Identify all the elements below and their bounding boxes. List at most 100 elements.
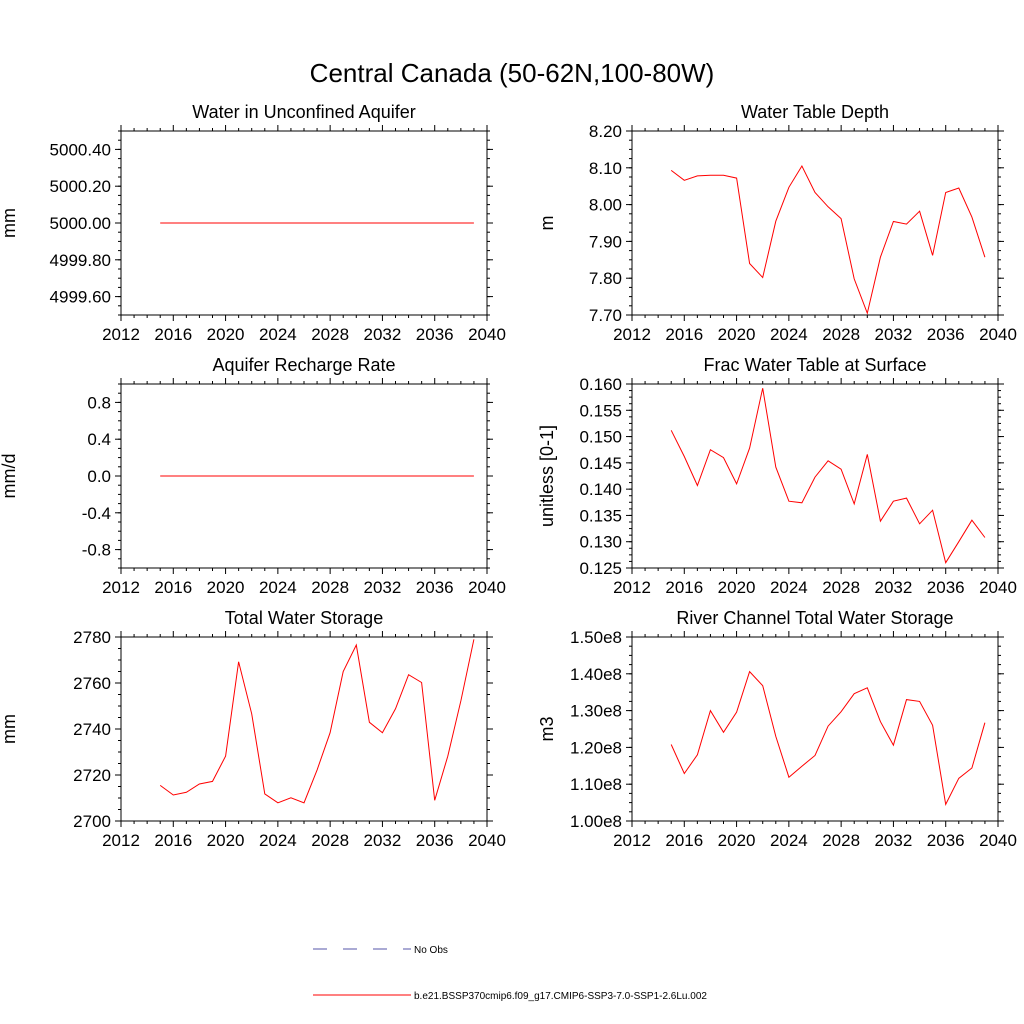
x-tick-label: 2024 (259, 578, 297, 597)
legend: No Obs b.e21.BSSP370cmip6.f09_g17.CMIP6-… (313, 945, 707, 1002)
x-tick-label: 2024 (770, 831, 808, 850)
y-tick-label: 0.0 (87, 467, 111, 486)
series-line (159, 639, 475, 804)
y-tick-label: 1.40e8 (570, 665, 622, 684)
x-tick-label: 2016 (665, 831, 703, 850)
x-tick-label: 2040 (979, 578, 1017, 597)
y-tick-label: 8.20 (589, 122, 622, 141)
chart-title: Aquifer Recharge Rate (212, 355, 395, 375)
y-tick-label: 1.30e8 (570, 702, 622, 721)
x-tick-label: 2012 (613, 325, 651, 344)
y-tick-label: 5000.40 (50, 140, 111, 159)
x-tick-label: 2032 (364, 831, 402, 850)
y-axis-label: mm (0, 714, 19, 744)
x-tick-label: 2020 (718, 325, 756, 344)
y-tick-label: 2700 (73, 812, 111, 831)
y-tick-label: 2740 (73, 720, 111, 739)
y-tick-label: 2760 (73, 674, 111, 693)
x-tick-label: 2028 (822, 578, 860, 597)
plot-frame (631, 636, 999, 822)
chart-title: Water Table Depth (741, 102, 889, 122)
x-tick-label: 2036 (416, 578, 454, 597)
x-tick-label: 2036 (927, 325, 965, 344)
x-tick-label: 2036 (927, 831, 965, 850)
x-tick-label: 2040 (468, 325, 506, 344)
series-line (670, 670, 986, 806)
y-tick-label: 1.10e8 (570, 775, 622, 794)
x-tick-label: 2024 (770, 578, 808, 597)
y-tick-label: 4999.80 (50, 251, 111, 270)
x-tick-label: 2016 (154, 325, 192, 344)
x-tick-label: 2036 (416, 831, 454, 850)
x-tick-label: 2028 (311, 325, 349, 344)
plot-frame (631, 383, 999, 569)
x-tick-label: 2040 (468, 578, 506, 597)
y-tick-label: 7.80 (589, 269, 622, 288)
x-tick-label: 2016 (665, 578, 703, 597)
x-tick-label: 2024 (259, 325, 297, 344)
chart-panel-2: Water Table Depth 2012 2016 2020 2024 2028 203… (537, 102, 1017, 344)
y-tick-label: 0.8 (87, 393, 111, 412)
chart-title: River Channel Total Water Storage (676, 608, 953, 628)
x-tick-label: 2028 (311, 578, 349, 597)
y-tick-label: 1.20e8 (570, 738, 622, 757)
x-tick-label: 2016 (154, 831, 192, 850)
legend-model-label: b.e21.BSSP370cmip6.f09_g17.CMIP6-SSP3-7.… (414, 991, 707, 1002)
y-tick-label: 0.145 (579, 454, 622, 473)
x-tick-label: 2016 (154, 578, 192, 597)
x-tick-label: 2012 (102, 831, 140, 850)
x-tick-label: 2016 (665, 325, 703, 344)
y-tick-label: 0.160 (579, 375, 622, 394)
y-tick-label: 0.150 (579, 428, 622, 447)
plot-frame (631, 130, 999, 316)
y-tick-label: 7.90 (589, 232, 622, 251)
series-line (670, 164, 986, 315)
y-axis-label: m3 (537, 716, 557, 741)
x-tick-label: 2036 (416, 325, 454, 344)
chart-panel-6: River Channel Total Water Storage 2012 201… (537, 608, 1017, 850)
y-tick-label: 0.135 (579, 506, 622, 525)
figure-title: Central Canada (50-62N,100-80W) (310, 58, 715, 88)
x-tick-label: 2028 (822, 831, 860, 850)
x-tick-label: 2024 (259, 831, 297, 850)
chart-title: Frac Water Table at Surface (703, 355, 926, 375)
y-tick-label: 0.4 (87, 430, 111, 449)
y-axis-label: mm (0, 208, 19, 238)
chart-panel-5: Total Water Storage 2012 2016 2020 2024 2028 2… (0, 608, 506, 850)
y-tick-label: 0.140 (579, 480, 622, 499)
x-tick-label: 2012 (613, 831, 651, 850)
y-tick-label: 5000.20 (50, 177, 111, 196)
x-tick-label: 2012 (102, 325, 140, 344)
y-axis-label: mm/d (0, 454, 19, 499)
y-tick-label: 2720 (73, 766, 111, 785)
x-tick-label: 2040 (979, 325, 1017, 344)
y-axis-label: m (537, 216, 557, 231)
y-tick-label: 4999.60 (50, 288, 111, 307)
x-tick-label: 2040 (468, 831, 506, 850)
x-tick-label: 2020 (207, 578, 245, 597)
y-tick-label: 8.10 (589, 159, 622, 178)
x-tick-label: 2028 (311, 831, 349, 850)
x-tick-label: 2032 (875, 578, 913, 597)
y-tick-label: 0.125 (579, 559, 622, 578)
plot-frame (120, 636, 488, 822)
y-axis-label: unitless [0-1] (537, 425, 557, 527)
x-tick-label: 2012 (613, 578, 651, 597)
y-tick-label: 1.50e8 (570, 628, 622, 647)
x-tick-label: 2028 (822, 325, 860, 344)
x-tick-label: 2040 (979, 831, 1017, 850)
x-tick-label: 2020 (207, 831, 245, 850)
x-tick-label: 2020 (718, 831, 756, 850)
y-tick-label: -0.8 (82, 541, 111, 560)
x-tick-label: 2032 (875, 325, 913, 344)
y-tick-label: 8.00 (589, 196, 622, 215)
y-tick-label: 5000.00 (50, 214, 111, 233)
x-tick-label: 2020 (718, 578, 756, 597)
x-tick-label: 2032 (875, 831, 913, 850)
x-tick-label: 2036 (927, 578, 965, 597)
legend-obs-label: No Obs (414, 945, 448, 956)
x-tick-label: 2012 (102, 578, 140, 597)
y-tick-label: -0.4 (82, 504, 111, 523)
y-tick-label: 1.00e8 (570, 812, 622, 831)
